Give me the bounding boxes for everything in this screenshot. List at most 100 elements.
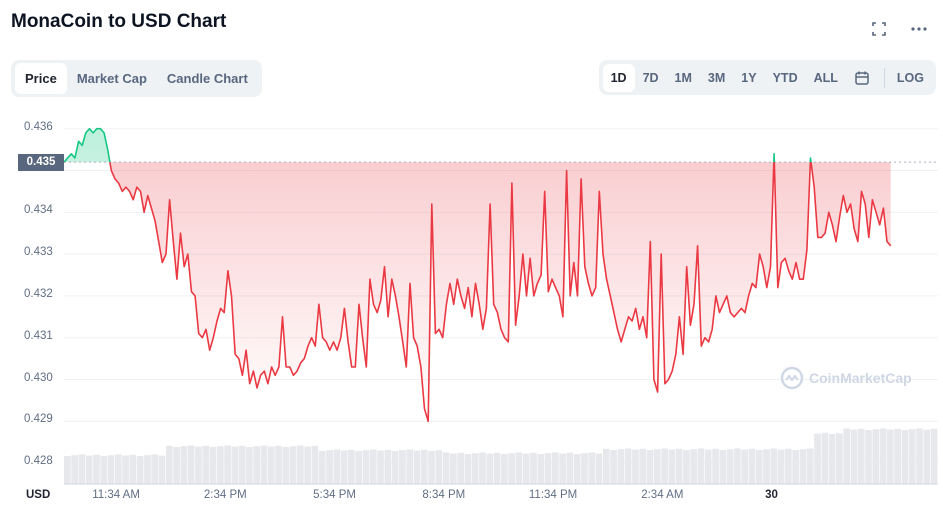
volume-bar xyxy=(151,454,159,484)
volume-bar xyxy=(632,449,639,484)
volume-bar xyxy=(770,448,778,484)
more-icon[interactable] xyxy=(908,18,930,40)
volume-bar xyxy=(479,452,486,484)
volume-bar xyxy=(129,454,137,484)
volume-bar xyxy=(238,445,246,484)
volume-bar xyxy=(457,452,464,484)
volume-bar xyxy=(704,449,712,484)
volume-bar xyxy=(231,446,239,484)
volume-bar xyxy=(85,455,93,484)
volume-bar xyxy=(719,450,727,484)
volume-bar xyxy=(799,449,807,484)
range-1d[interactable]: 1D xyxy=(602,63,635,92)
log-toggle[interactable]: LOG xyxy=(896,70,924,85)
chart-type-tabs: Price Market Cap Candle Chart xyxy=(11,60,262,97)
volume-bar xyxy=(734,448,741,484)
volume-bar xyxy=(326,450,333,484)
volume-bar xyxy=(879,428,887,484)
volume-bar xyxy=(901,430,909,484)
range-3m[interactable]: 3M xyxy=(707,70,726,85)
watermark: CoinMarketCap xyxy=(780,366,912,390)
volume-bar xyxy=(610,450,617,484)
volume-bar xyxy=(289,446,297,484)
range-1y[interactable]: 1Y xyxy=(741,70,757,85)
volume-bar xyxy=(522,453,530,484)
volume-bar xyxy=(158,455,166,484)
volume-bar xyxy=(785,448,792,484)
volume-bar xyxy=(588,452,596,484)
volume-bar xyxy=(515,452,523,484)
volume-bar xyxy=(202,445,210,484)
volume-bar xyxy=(428,451,435,484)
volume-bar xyxy=(828,434,836,484)
calendar-icon[interactable] xyxy=(846,69,880,87)
volume-bar xyxy=(930,428,938,484)
volume-bar xyxy=(224,445,231,484)
volume-bar xyxy=(602,448,610,484)
volume-bar xyxy=(595,453,603,484)
volume-bar xyxy=(311,445,319,484)
volume-bar xyxy=(471,453,479,484)
volume-bar xyxy=(136,456,144,484)
volume-bar xyxy=(566,452,574,484)
watermark-text: CoinMarketCap xyxy=(809,370,912,386)
y-tick-label: 0.430 xyxy=(24,371,53,384)
volume-bar xyxy=(916,428,923,484)
fullscreen-icon[interactable] xyxy=(868,18,890,40)
volume-bar xyxy=(355,451,363,484)
volume-bar xyxy=(369,449,377,484)
volume-bar xyxy=(668,449,676,484)
volume-bar xyxy=(908,429,916,484)
volume-bar xyxy=(260,445,268,484)
volume-bar xyxy=(442,452,450,484)
volume-bar xyxy=(122,455,129,484)
volume-bar xyxy=(741,449,749,484)
volume-bar xyxy=(537,454,545,484)
tab-market-cap[interactable]: Market Cap xyxy=(76,71,147,86)
volume-bar xyxy=(297,445,304,484)
volume-bar xyxy=(712,448,719,484)
volume-bar xyxy=(683,450,690,484)
volume-bar xyxy=(362,450,370,484)
y-tick-label: 0.432 xyxy=(24,287,53,300)
range-divider xyxy=(883,67,885,88)
volume-bar xyxy=(406,449,413,484)
volume-bar xyxy=(399,450,406,484)
volume-bar xyxy=(253,446,261,484)
volume-bar xyxy=(850,429,858,484)
volume-bar xyxy=(792,450,800,484)
volume-bar xyxy=(216,446,224,484)
volume-bar xyxy=(865,430,872,484)
volume-bar xyxy=(551,452,559,484)
range-1m[interactable]: 1M xyxy=(674,70,692,85)
volume-bar xyxy=(420,449,428,484)
range-7d[interactable]: 7D xyxy=(642,70,659,85)
volume-bar xyxy=(144,455,151,484)
volume-bar xyxy=(661,448,668,484)
volume-bar xyxy=(508,453,515,484)
volume-bar xyxy=(450,453,457,484)
volume-bar xyxy=(340,450,348,484)
y-tick-label: 0.429 xyxy=(24,413,53,426)
range-all[interactable]: ALL xyxy=(813,70,838,85)
tab-price[interactable]: Price xyxy=(15,63,67,94)
x-tick-label: 5:34 PM xyxy=(313,489,356,501)
volume-bar xyxy=(639,448,647,484)
volume-bar xyxy=(646,450,654,484)
y-tick-label: 0.436 xyxy=(24,120,53,133)
volume-bar xyxy=(806,448,814,484)
volume-bar xyxy=(187,445,195,484)
volume-bar xyxy=(114,454,122,484)
volume-bar xyxy=(530,452,537,484)
volume-bar xyxy=(857,428,865,484)
volume-bar xyxy=(617,449,625,484)
range-ytd[interactable]: YTD xyxy=(772,70,798,85)
volume-bar xyxy=(304,446,312,484)
volume-bar xyxy=(777,449,785,484)
current-price-label: 0.435 xyxy=(18,154,64,171)
tab-candle-chart[interactable]: Candle Chart xyxy=(166,71,248,86)
y-tick-label: 0.434 xyxy=(24,204,53,217)
x-tick-label: 2:34 PM xyxy=(203,489,247,501)
volume-bar xyxy=(653,449,661,484)
